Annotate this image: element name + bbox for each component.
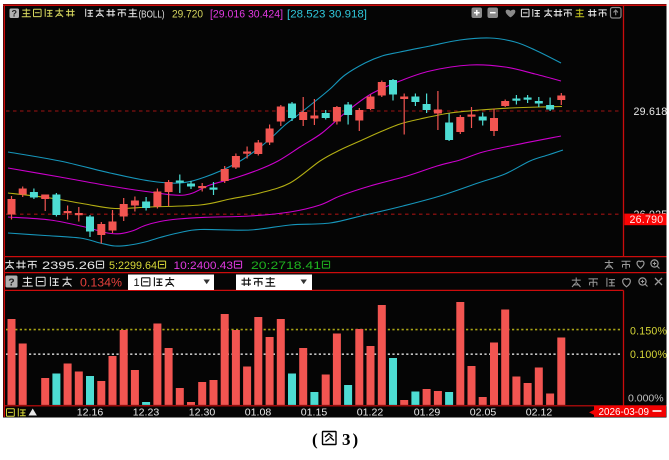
svg-text:12.16: 12.16: [77, 407, 104, 419]
svg-text:5:2299.64: 5:2299.64: [109, 260, 157, 272]
svg-text:1: 1: [134, 277, 140, 289]
svg-text:2026-03-09: 2026-03-09: [599, 407, 650, 418]
svg-text:29.720: 29.720: [172, 9, 203, 21]
svg-text:26.790: 26.790: [630, 214, 664, 226]
svg-text:01.22: 01.22: [357, 407, 384, 419]
svg-text:02.05: 02.05: [470, 407, 497, 419]
svg-text:0.100%: 0.100%: [630, 349, 668, 361]
svg-text:0.134%: 0.134%: [80, 278, 122, 290]
svg-text:02.12: 02.12: [526, 407, 553, 419]
svg-text:(: (: [312, 430, 318, 449]
svg-text:01.08: 01.08: [245, 407, 272, 419]
svg-text:01.15: 01.15: [301, 407, 328, 419]
svg-text:?: ?: [11, 9, 17, 19]
svg-text:[29.016 30.424]: [29.016 30.424]: [210, 9, 283, 21]
svg-text:29.618: 29.618: [634, 106, 668, 118]
svg-text:): ): [353, 430, 359, 449]
svg-text:12.23: 12.23: [133, 407, 160, 419]
svg-text:0.000%: 0.000%: [628, 393, 664, 405]
svg-text:0.150%: 0.150%: [630, 325, 668, 337]
svg-text:(BOLL): (BOLL): [139, 9, 165, 21]
svg-text:?: ?: [8, 276, 14, 288]
svg-text:[28.523 30.918]: [28.523 30.918]: [287, 9, 367, 21]
svg-text:01.29: 01.29: [414, 407, 441, 419]
svg-text:3: 3: [342, 430, 351, 449]
svg-text:2395.26: 2395.26: [42, 260, 95, 272]
svg-text:10:2400.43: 10:2400.43: [174, 260, 234, 272]
svg-text:12.30: 12.30: [189, 407, 216, 419]
svg-text:◂: ◂: [589, 407, 594, 418]
svg-text:20:2718.41: 20:2718.41: [251, 260, 321, 272]
